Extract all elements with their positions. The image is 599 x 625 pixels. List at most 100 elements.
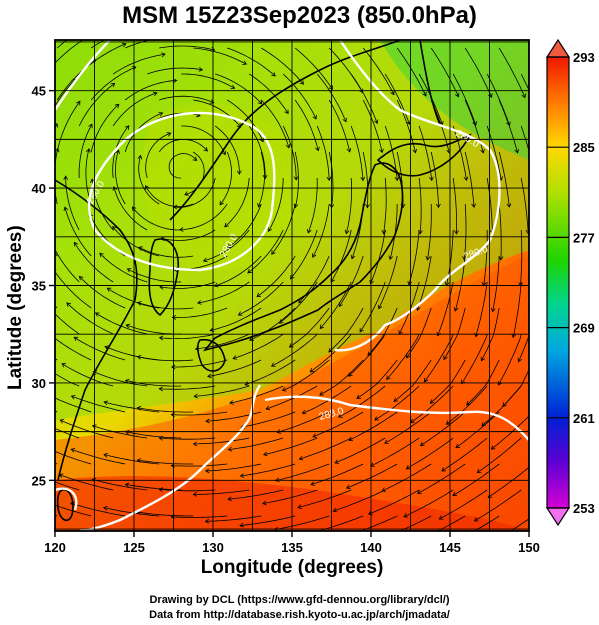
streamline: [275, 463, 330, 481]
streamline: [461, 333, 488, 384]
streamline-arrowhead: [198, 66, 204, 72]
streamline-arrowhead: [344, 229, 350, 235]
streamline: [289, 307, 330, 348]
streamline: [403, 489, 454, 518]
streamline: [518, 333, 529, 362]
streamline: [66, 302, 114, 335]
streamline-arrowhead: [179, 227, 184, 232]
streamline-arrowhead: [377, 304, 383, 310]
streamline-arrowhead: [171, 364, 176, 370]
streamline: [498, 203, 502, 260]
streamline-arrowhead: [312, 253, 317, 258]
streamline: [238, 281, 284, 316]
y-axis-ticks: 25 30 35 40 45: [32, 84, 55, 488]
streamline: [92, 479, 148, 491]
streamline: [127, 268, 182, 283]
streamline-arrowhead: [481, 421, 486, 427]
streamline-arrowhead: [209, 99, 215, 104]
streamline-arrowhead: [219, 200, 224, 206]
streamline: [533, 204, 537, 260]
streamline-arrowhead: [342, 117, 347, 123]
streamline: [55, 397, 92, 413]
streamline: [248, 73, 289, 114]
streamline: [282, 359, 330, 391]
streamline: [195, 333, 250, 350]
streamline: [227, 489, 284, 500]
streamline: [55, 337, 92, 361]
streamline-arrowhead: [490, 307, 496, 313]
streamline-arrowhead: [232, 355, 238, 360]
streamline-arrowhead: [229, 400, 234, 405]
streamline: [205, 515, 262, 522]
streamline: [60, 419, 114, 439]
streamline-arrowhead: [285, 144, 291, 149]
streamline-arrowhead: [55, 147, 60, 153]
streamline: [437, 281, 454, 336]
streamline-arrowhead: [230, 84, 236, 89]
streamline: [330, 229, 352, 283]
streamline-arrowhead: [393, 397, 399, 402]
streamline: [159, 385, 216, 390]
streamline: [113, 186, 148, 231]
streamline-arrowhead: [310, 481, 316, 486]
streamline-arrowhead: [70, 448, 76, 453]
streamline-arrowhead: [441, 467, 446, 472]
streamline: [310, 463, 364, 485]
streamline: [378, 255, 398, 309]
colorbar-tick-label: 269: [573, 321, 595, 336]
streamline-arrowhead: [176, 35, 180, 39]
x-tick-label: 135: [281, 540, 303, 555]
streamline-arrowhead: [239, 522, 244, 528]
streamline: [452, 125, 467, 181]
streamline: [59, 474, 114, 491]
streamline-arrowhead: [192, 441, 198, 447]
streamline: [359, 281, 386, 333]
streamline-arrowhead: [66, 302, 71, 307]
streamline: [228, 437, 284, 450]
streamline: [486, 73, 510, 126]
streamline-arrowhead: [204, 468, 210, 474]
streamline: [112, 53, 166, 75]
streamline-arrowhead: [463, 176, 469, 182]
streamline-arrowhead: [124, 482, 130, 488]
streamline-arrowhead: [262, 174, 268, 180]
streamline: [159, 489, 216, 492]
streamline-arrowhead: [428, 176, 434, 182]
streamline-arrowhead: [158, 435, 163, 441]
streamline: [348, 333, 386, 377]
streamline: [481, 385, 522, 427]
streamline: [410, 385, 454, 423]
temperature-contours: [55, 40, 529, 531]
streamline: [312, 411, 364, 438]
y-tick-label: 30: [32, 376, 46, 391]
streamline: [112, 92, 158, 127]
streamline-arrowhead: [293, 203, 299, 209]
streamline: [350, 125, 364, 181]
streamline: [427, 203, 432, 260]
streamline: [263, 437, 318, 456]
streamline: [312, 203, 330, 258]
streamline-arrowhead: [237, 311, 243, 316]
streamline: [240, 463, 296, 477]
streamline: [348, 411, 398, 441]
streamline: [474, 489, 522, 522]
streamline: [420, 411, 466, 447]
streamline-arrowhead: [461, 379, 466, 385]
streamline-arrowhead: [319, 391, 324, 396]
streamline-arrowhead: [59, 419, 65, 424]
streamline-arrowhead: [511, 333, 517, 339]
streamline: [103, 507, 160, 517]
streamline-arrowhead: [197, 300, 202, 305]
streamline-arrowhead: [136, 354, 142, 360]
streamline: [319, 359, 364, 396]
streamline-arrowhead: [138, 24, 142, 28]
streamline-arrowhead: [422, 91, 427, 97]
streamline-arrowhead: [506, 121, 511, 127]
streamline-arrowhead: [406, 120, 411, 126]
x-tick-label: 145: [439, 540, 461, 555]
streamline: [193, 99, 241, 128]
streamline-arrowhead: [124, 378, 130, 384]
streamline: [276, 411, 330, 433]
streamline-arrowhead: [35, 175, 39, 178]
streamline: [79, 276, 126, 309]
